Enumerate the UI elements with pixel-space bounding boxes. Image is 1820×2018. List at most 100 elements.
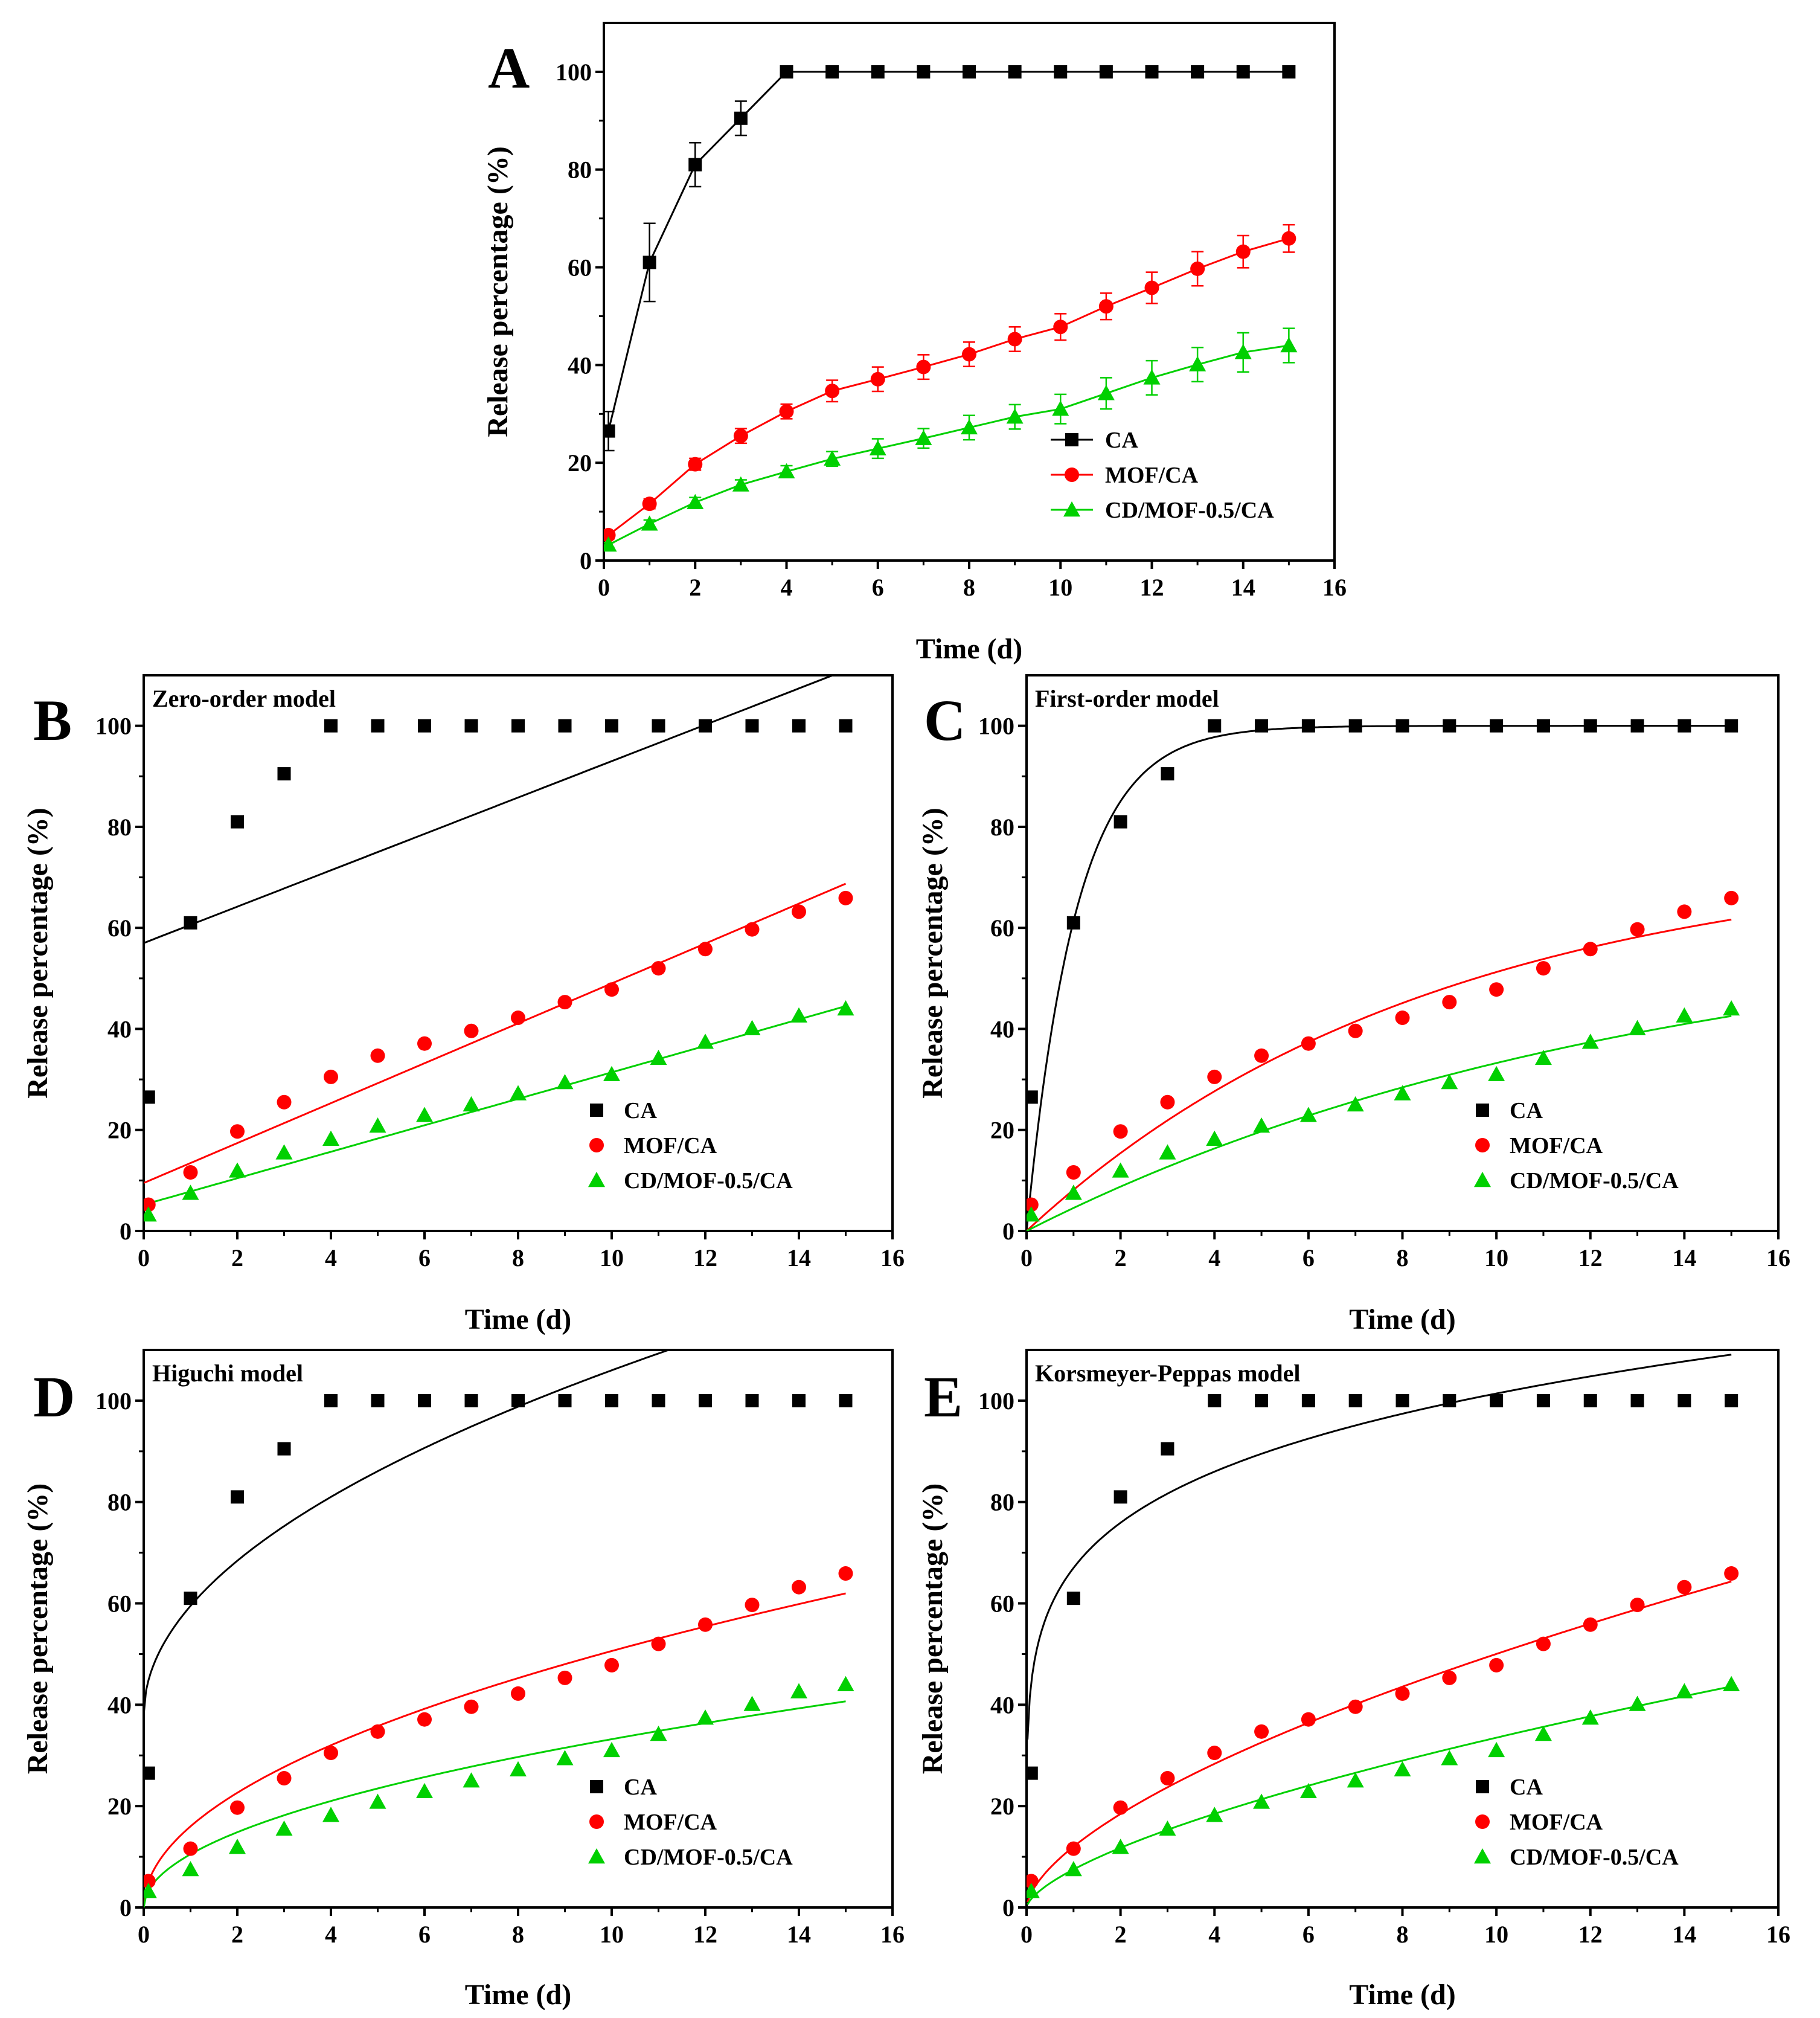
panel-d-model-title: Higuchi model [152,1360,303,1387]
panel-a-point-mof-ca [1053,320,1068,335]
panel-a-legend-marker-mof-ca [1065,468,1079,482]
panel-b-point-cd-mof-0-5-ca [144,1206,157,1222]
panel-d-letter: D [33,1364,75,1429]
panel-b-fit-curve-ca [144,675,836,944]
panel-b-point-cd-mof-0-5-ca [650,1049,667,1065]
panel-d-point-ca [464,1393,478,1407]
panel-e-point-mof-ca [1536,1636,1551,1651]
panel-a-point-cd-mof-0-5-ca [961,419,978,435]
panel-c-letter: C [924,688,966,753]
panel-b-ytick-label: 0 [120,1218,132,1245]
panel-d-point-ca [652,1393,665,1407]
panel-b-point-ca [839,719,853,733]
panel-b-point-ca [511,719,525,733]
panel-e-xtick-label: 6 [1303,1921,1315,1948]
panel-d-point-ca [144,1766,155,1780]
panel-b-point-ca [605,719,618,733]
panel-e-plot-area [1027,1354,1740,1905]
panel-a-point-cd-mof-0-5-ca [1234,344,1252,359]
panel-a-legend: CA MOF/CA CD/MOF-0.5/CA [1051,428,1274,523]
panel-e-point-mof-ca [1630,1598,1645,1613]
panel-d-point-cd-mof-0-5-ca [144,1883,157,1898]
panel-d-plot-area [144,1350,854,1907]
panel-a-point-cd-mof-0-5-ca [1280,337,1298,353]
panel-e-point-mof-ca [1489,1657,1504,1673]
panel-a-point-mof-ca [1235,244,1251,259]
panel-e-point-ca [1066,1592,1080,1605]
panel-c-point-cd-mof-0-5-ca [1159,1144,1176,1160]
panel-c-point-ca [1490,719,1504,733]
panel-b-point-ca [231,815,244,829]
panel-a-point-mof-ca [779,404,794,419]
panel-e-point-ca [1536,1393,1550,1407]
panel-a-xtick-label: 14 [1231,574,1255,601]
panel-e-point-cd-mof-0-5-ca [1629,1695,1646,1711]
panel-a-legend-label-cd-mof-0-5-ca: CD/MOF-0.5/CA [1105,498,1274,523]
panel-a: 0 2 4 6 8 10 12 14 16 0 20 40 60 80 100 Time (d) Release… [482,22,1347,665]
panel-e-xtick-label: 12 [1578,1921,1603,1948]
panel-b-point-ca [558,719,572,733]
panel-e-point-cd-mof-0-5-ca [1488,1741,1505,1758]
panel-a-point-ca [604,424,615,438]
panel-d-xtick-label: 0 [138,1921,150,1948]
panel-d-point-mof-ca [324,1746,338,1761]
panel-c-ytick-label: 60 [990,914,1014,942]
panel-c-xtick-label: 0 [1021,1244,1033,1271]
panel-a-xtick-label: 0 [598,574,610,601]
panel-a-legend-marker-cd-mof-0-5-ca [1063,501,1080,517]
panel-a-point-ca [825,65,839,79]
panel-b-legend-label-cd-mof-0-5-ca: CD/MOF-0.5/CA [624,1168,793,1194]
panel-c-point-cd-mof-0-5-ca [1112,1162,1129,1178]
panel-c-point-mof-ca [1536,961,1551,976]
panel-e-xtick-label: 14 [1672,1921,1696,1948]
panel-e-fit-curve-cd-mof-0-5-ca [1027,1685,1732,1905]
panel-e-fit-curve-ca [1027,1354,1732,1740]
panel-c-point-cd-mof-0-5-ca [1534,1049,1552,1065]
panel-e-point-cd-mof-0-5-ca [1394,1761,1411,1776]
panel-e-point-ca [1348,1393,1362,1407]
panel-d-point-mof-ca [370,1724,385,1739]
panel-d-ytick-label: 40 [107,1691,132,1718]
panel-d-fit-curve-mof-ca [144,1592,846,1907]
panel-e-xtick-label: 0 [1021,1921,1033,1948]
panel-a-point-ca [780,65,793,79]
panel-b-x-axis-label: Time (d) [465,1303,571,1335]
panel-b-plot-area [144,675,854,1222]
panel-b-point-ca [418,719,431,733]
panel-c-point-mof-ca [1489,982,1504,997]
panel-c-point-mof-ca [1301,1036,1316,1051]
panel-a-letter: A [488,36,530,100]
panel-d-y-axis-label: Release percentage (%) [22,1483,54,1775]
panel-e-point-ca [1255,1393,1269,1407]
panel-a-xtick-label: 4 [781,574,793,601]
panel-e-xtick-label: 10 [1484,1921,1508,1948]
panel-b-xtick-label: 8 [512,1244,524,1271]
panel-a-point-cd-mof-0-5-ca [604,536,617,552]
panel-c-fit-curve-cd-mof-0-5-ca [1027,1015,1732,1231]
panel-a-point-cd-mof-0-5-ca [778,463,795,478]
panel-c-point-ca [1348,719,1362,733]
panel-a-point-ca [1099,65,1113,79]
panel-d-point-cd-mof-0-5-ca [416,1782,433,1799]
panel-b-xtick-label: 14 [787,1244,811,1271]
panel-d-point-mof-ca [464,1699,479,1714]
panel-d-point-mof-ca [417,1712,432,1727]
panel-c-xtick-label: 6 [1303,1244,1315,1271]
panel-a-point-ca [688,158,702,172]
panel-d-xtick-label: 16 [880,1921,905,1948]
panel-d-point-ca [558,1393,572,1407]
panel-b-xtick-label: 10 [600,1244,624,1271]
panel-c-legend: CA MOF/CA CD/MOF-0.5/CA [1474,1098,1679,1194]
panel-a-point-ca [871,65,885,79]
panel-a-point-mof-ca [962,347,976,362]
panel-d-xtick-label: 12 [693,1921,717,1948]
panel-d-point-cd-mof-0-5-ca [229,1839,246,1854]
panel-d-point-mof-ca [144,1874,156,1889]
panel-d-legend-label-cd-mof-0-5-ca: CD/MOF-0.5/CA [624,1845,793,1870]
panel-d-point-mof-ca [651,1636,666,1651]
panel-c-point-mof-ca [1442,995,1457,1010]
panel-e-legend-label-ca: CA [1510,1775,1543,1800]
panel-b-point-ca [184,916,197,930]
panel-c-point-mof-ca [1254,1048,1269,1063]
